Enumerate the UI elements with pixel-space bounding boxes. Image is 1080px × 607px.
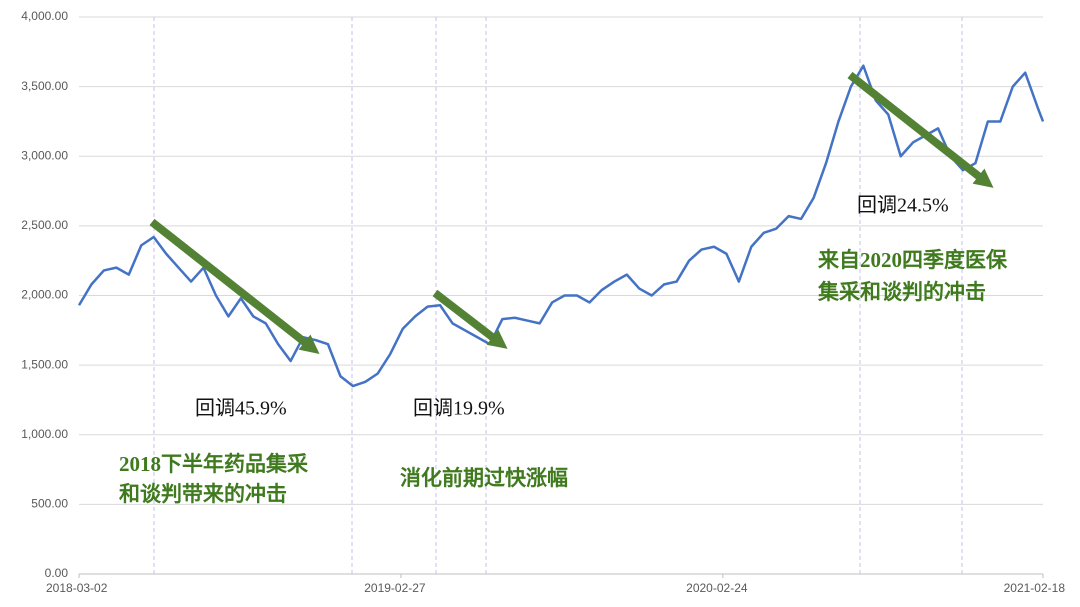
y-tick-label: 1,500.00 [21, 357, 68, 371]
x-tick-label: 2021-02-18 [1004, 581, 1066, 595]
arrows [149, 71, 994, 354]
y-tick-label: 3,000.00 [21, 148, 68, 162]
y-tick-label: 500.00 [31, 497, 68, 511]
annotation: 消化前期过快涨幅 [400, 466, 568, 490]
annotation: 集采和谈判的冲击 [817, 280, 986, 304]
y-tick-label: 0.00 [45, 566, 69, 580]
y-tick-label: 4,000.00 [21, 9, 68, 23]
y-tick-label: 2,500.00 [21, 218, 68, 232]
arrow [149, 218, 320, 354]
x-tick-label: 2018-03-02 [46, 581, 108, 595]
arrow [432, 289, 508, 349]
annotation: 2018下半年药品集采 [119, 452, 308, 476]
arrow [847, 71, 994, 188]
plot [77, 64, 1045, 388]
y-tick-label: 2,000.00 [21, 288, 68, 302]
x-tick-label: 2020-02-24 [686, 581, 748, 595]
annotation: 回调19.9% [413, 397, 505, 420]
reference-lines [153, 17, 963, 574]
annotation: 回调24.5% [857, 194, 949, 217]
y-tick-label: 1,000.00 [21, 427, 68, 441]
annotation: 和谈判带来的冲击 [119, 482, 287, 506]
y-tick-label: 3,500.00 [21, 79, 68, 93]
grid: 0.00 500.00 1,000.00 1,500.00 2,000.00 2,500.… [21, 9, 1065, 595]
x-tick-label: 2019-02-27 [364, 581, 426, 595]
annotation: 来自2020四季度医保 [818, 248, 1008, 272]
series-line [77, 64, 1045, 388]
annotation: 回调45.9% [195, 397, 287, 420]
